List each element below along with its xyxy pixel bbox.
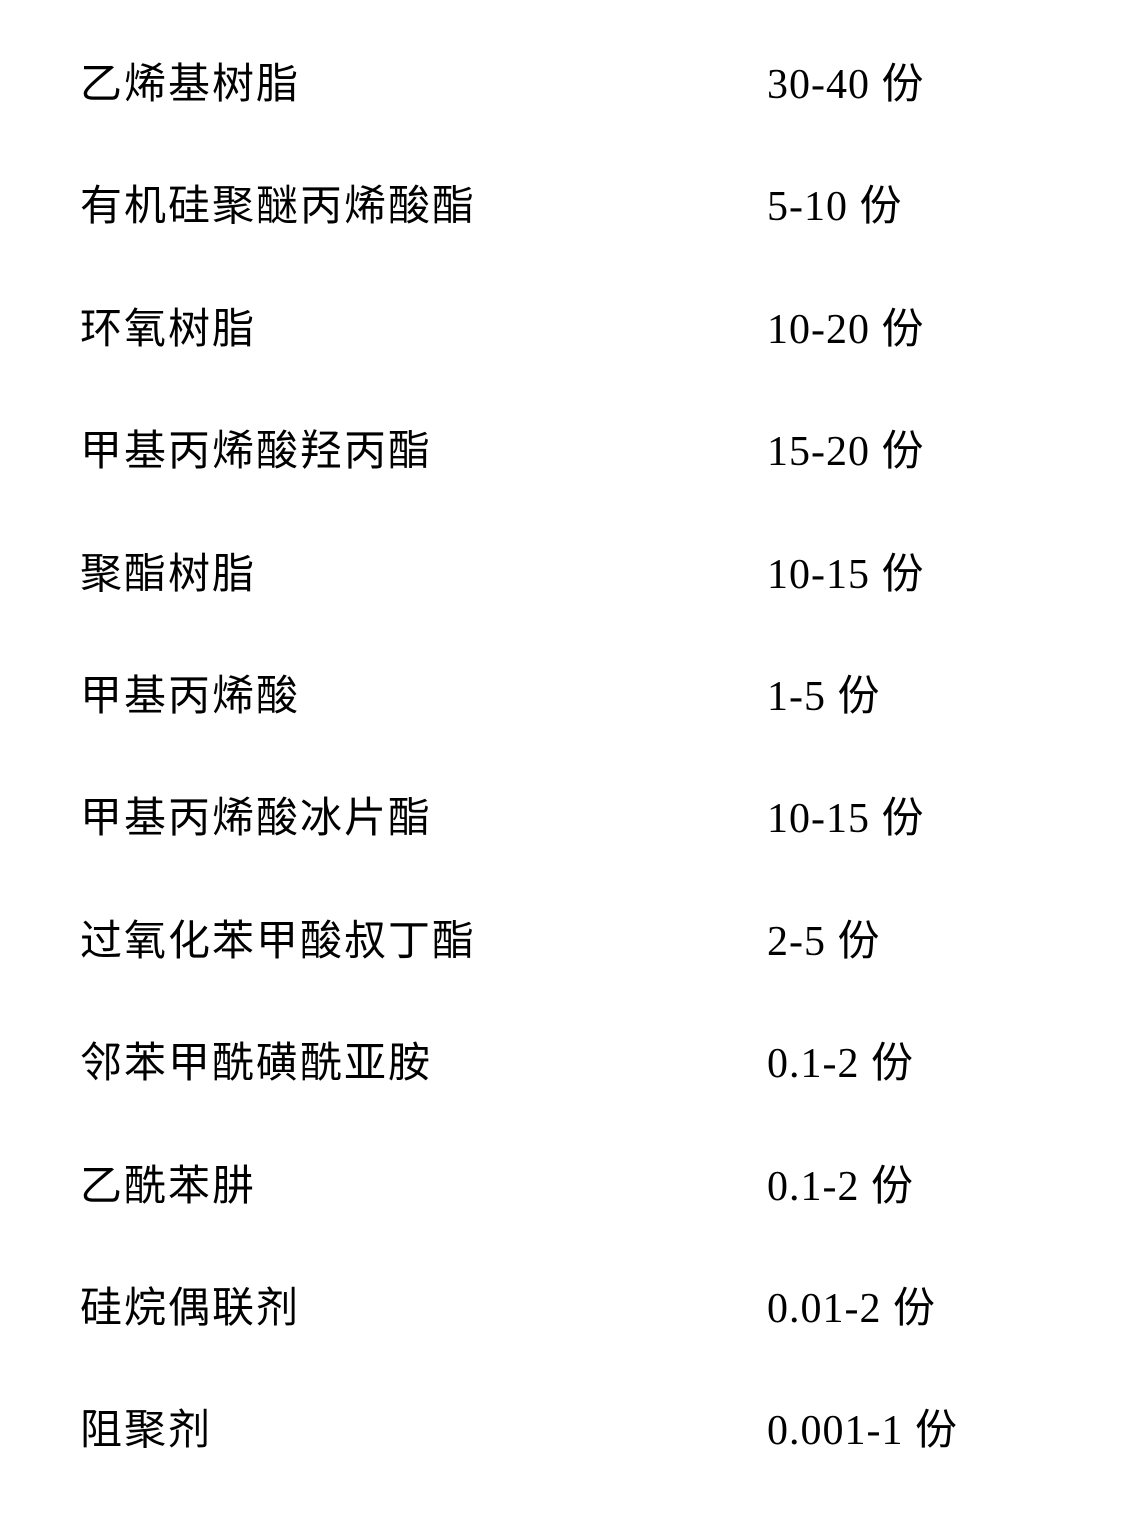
ingredient-row: 甲基丙烯酸冰片酯 10-15 份 (80, 794, 1047, 844)
ingredient-name: 阻聚剂 (80, 1406, 212, 1456)
ingredient-amount: 10-15 份 (767, 550, 1047, 600)
ingredient-name: 聚酯树脂 (80, 550, 256, 600)
ingredient-name: 乙酰苯肼 (80, 1162, 256, 1212)
ingredient-row: 硅烷偶联剂 0.01-2 份 (80, 1284, 1047, 1334)
ingredient-name: 有机硅聚醚丙烯酸酯 (80, 182, 476, 232)
ingredient-row: 邻苯甲酰磺酰亚胺 0.1-2 份 (80, 1039, 1047, 1089)
ingredient-row: 甲基丙烯酸 1-5 份 (80, 672, 1047, 722)
ingredient-amount: 10-15 份 (767, 794, 1047, 844)
ingredient-row: 环氧树脂 10-20 份 (80, 305, 1047, 355)
ingredient-amount: 0.01-2 份 (767, 1284, 1047, 1334)
ingredient-amount: 2-5 份 (767, 917, 1047, 967)
ingredient-name: 邻苯甲酰磺酰亚胺 (80, 1039, 432, 1089)
ingredient-amount: 10-20 份 (767, 305, 1047, 355)
ingredient-amount: 30-40 份 (767, 60, 1047, 110)
ingredient-name: 过氧化苯甲酸叔丁酯 (80, 917, 476, 967)
ingredient-list: 乙烯基树脂 30-40 份 有机硅聚醚丙烯酸酯 5-10 份 环氧树脂 10-2… (80, 60, 1047, 1457)
ingredient-amount: 5-10 份 (767, 182, 1047, 232)
ingredient-amount: 0.001-1 份 (767, 1406, 1047, 1456)
ingredient-name: 甲基丙烯酸冰片酯 (80, 794, 432, 844)
ingredient-amount: 15-20 份 (767, 427, 1047, 477)
ingredient-name: 甲基丙烯酸羟丙酯 (80, 427, 432, 477)
ingredient-name: 环氧树脂 (80, 305, 256, 355)
ingredient-row: 聚酯树脂 10-15 份 (80, 550, 1047, 600)
ingredient-name: 甲基丙烯酸 (80, 672, 300, 722)
ingredient-row: 有机硅聚醚丙烯酸酯 5-10 份 (80, 182, 1047, 232)
ingredient-row: 乙酰苯肼 0.1-2 份 (80, 1162, 1047, 1212)
ingredient-name: 硅烷偶联剂 (80, 1284, 300, 1334)
ingredient-amount: 1-5 份 (767, 672, 1047, 722)
ingredient-row: 过氧化苯甲酸叔丁酯 2-5 份 (80, 917, 1047, 967)
ingredient-row: 阻聚剂 0.001-1 份 (80, 1406, 1047, 1456)
ingredient-row: 甲基丙烯酸羟丙酯 15-20 份 (80, 427, 1047, 477)
ingredient-row: 乙烯基树脂 30-40 份 (80, 60, 1047, 110)
ingredient-amount: 0.1-2 份 (767, 1039, 1047, 1089)
ingredient-amount: 0.1-2 份 (767, 1162, 1047, 1212)
ingredient-name: 乙烯基树脂 (80, 60, 300, 110)
